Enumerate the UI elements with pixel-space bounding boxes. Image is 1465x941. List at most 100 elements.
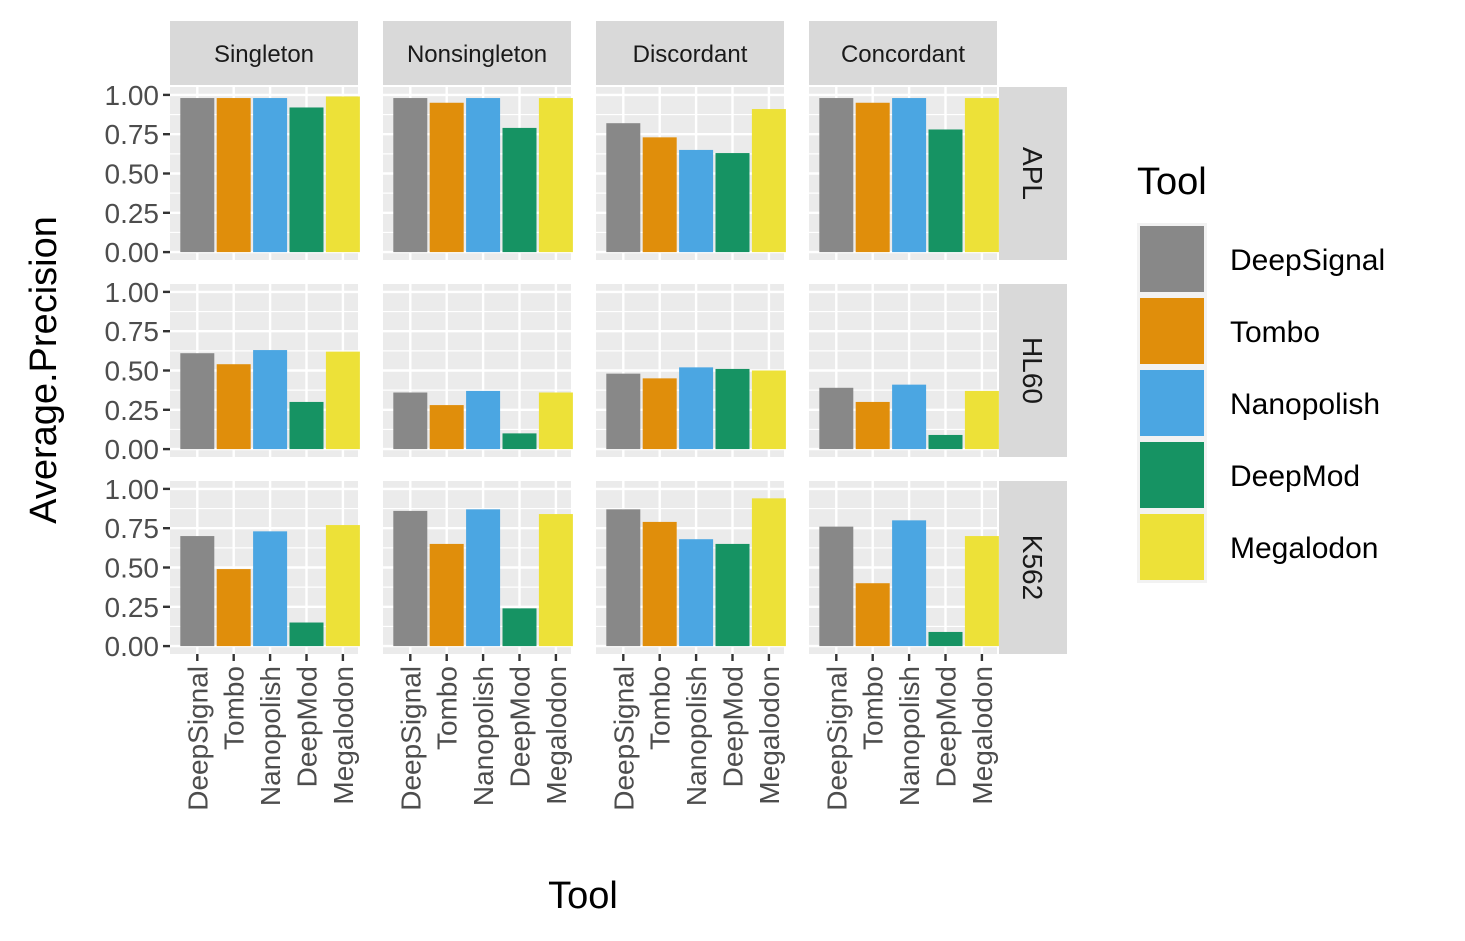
x-tick-label: Nanopolish [468,666,499,806]
legend-swatch [1140,442,1204,508]
legend-swatch [1140,514,1204,580]
legend-label: Nanopolish [1230,388,1380,421]
panel-k562-concordant [809,481,999,654]
legend-swatch [1140,226,1204,292]
legend-swatch [1140,370,1204,436]
row-strip-hl60: HL60 [999,284,1067,457]
legend-label: DeepMod [1230,460,1360,493]
bar-hl60-discordant-megalodon [751,370,786,450]
bar-apl-discordant-deepmod [715,153,750,253]
bar-k562-singleton-megalodon [325,525,360,647]
bar-apl-singleton-deepmod [289,107,324,253]
bar-apl-nonsingleton-megalodon [538,98,573,253]
y-tick-label: 0.50 [105,356,160,387]
col-strip-bg [809,21,997,85]
legend: Tool DeepSignal Tombo Nanopolish DeepMod Meg… [1137,161,1385,583]
bar-k562-concordant-deepmod [928,631,963,647]
bar-k562-discordant-nanopolish [679,539,714,647]
panel-k562-nonsingleton [383,481,573,654]
bar-k562-singleton-deepsignal [180,536,215,647]
legend-swatch [1140,298,1204,364]
y-tick-label: 0.25 [105,395,160,426]
x-tick-label: Tombo [858,666,889,750]
bar-hl60-discordant-deepmod [715,368,750,450]
x-tick-label: Nanopolish [894,666,925,806]
bar-k562-concordant-megalodon [964,536,999,647]
y-axis-title: Average.Precision [23,216,65,524]
legend-title: Tool [1137,161,1207,203]
bar-k562-discordant-deepmod [715,543,750,647]
col-strip-concordant: Concordant [809,21,997,85]
y-tick-label: 1.00 [105,277,160,308]
bar-k562-discordant-tombo [642,521,677,647]
panel-apl-singleton [170,87,360,260]
bar-hl60-concordant-megalodon [964,390,999,450]
panel-hl60-concordant [809,284,999,457]
y-axis-apl: 0.00 0.25 0.50 0.75 1.00 [105,80,170,268]
x-tick-label: Tombo [219,666,250,750]
legend-item-deepmod: DeepMod [1137,439,1360,511]
row-strip-apl: APL [999,87,1067,260]
bar-hl60-nonsingleton-deepmod [502,433,537,450]
x-axis-nonsingleton: DeepSignal Tombo Nanopolish DeepMod Megalodo… [395,654,572,811]
row-strip-bg [999,284,1067,457]
x-axis-discordant: DeepSignal Tombo Nanopolish DeepMod Megalodo… [608,654,785,811]
bar-k562-singleton-nanopolish [253,531,288,647]
legend-label: Megalodon [1230,532,1378,565]
facet-panels: Singleton Nonsingleton Discordant Concordan… [105,21,1067,811]
bar-k562-concordant-tombo [855,583,890,647]
col-strip-singleton: Singleton [170,21,358,85]
bar-apl-concordant-tombo [855,102,890,253]
bar-k562-concordant-deepsignal [819,526,854,647]
row-strip-label: APL [1017,147,1048,200]
bar-hl60-discordant-deepsignal [606,373,641,450]
y-axis-k562: 0.00 0.25 0.50 0.75 1.00 [105,474,170,662]
bar-hl60-nonsingleton-deepsignal [393,392,428,450]
legend-label: DeepSignal [1230,244,1385,277]
panel-hl60-nonsingleton [383,284,573,457]
col-strip-bg [383,21,571,85]
x-tick-label: DeepSignal [395,666,426,811]
panel-k562-singleton [170,481,360,654]
bar-apl-singleton-nanopolish [253,98,288,253]
bar-apl-discordant-deepsignal [606,123,641,253]
x-axis-title: Tool [548,875,618,917]
row-strip-label: HL60 [1017,337,1048,404]
y-tick-label: 0.25 [105,198,160,229]
bar-hl60-singleton-nanopolish [253,350,288,450]
y-tick-label: 0.75 [105,119,160,150]
x-tick-label: DeepMod [292,666,323,787]
y-tick-label: 0.50 [105,553,160,584]
col-strip-nonsingleton: Nonsingleton [383,21,571,85]
legend-label: Tombo [1230,316,1320,349]
x-tick-label: DeepMod [505,666,536,787]
col-strip-bg [596,21,784,85]
bar-apl-concordant-deepsignal [819,98,854,253]
bar-k562-nonsingleton-tombo [429,543,464,647]
bar-apl-nonsingleton-tombo [429,102,464,253]
x-tick-label: Megalodon [967,666,998,805]
legend-item-tombo: Tombo [1137,295,1320,367]
col-strip-label: Concordant [841,41,965,68]
y-tick-label: 0.00 [105,434,160,465]
bar-hl60-concordant-nanopolish [892,384,927,450]
x-tick-label: DeepMod [931,666,962,787]
y-axis-hl60: 0.00 0.25 0.50 0.75 1.00 [105,277,170,465]
y-tick-label: 0.00 [105,631,160,662]
x-tick-label: DeepMod [718,666,749,787]
bar-hl60-singleton-deepmod [289,401,324,450]
y-tick-label: 0.25 [105,592,160,623]
row-strip-label: K562 [1017,535,1048,600]
panel-k562-discordant [596,481,786,654]
x-axis-singleton: DeepSignal Tombo Nanopolish DeepMod Megalodo… [182,654,359,811]
legend-item-megalodon: Megalodon [1137,511,1378,583]
col-strip-label: Discordant [633,41,748,68]
x-tick-label: Megalodon [541,666,572,805]
x-tick-label: Megalodon [754,666,785,805]
y-tick-label: 0.75 [105,316,160,347]
bar-apl-singleton-tombo [216,98,251,253]
x-tick-label: DeepSignal [608,666,639,811]
y-tick-label: 1.00 [105,474,160,505]
bar-k562-concordant-nanopolish [892,520,927,647]
bar-apl-discordant-nanopolish [679,149,714,253]
